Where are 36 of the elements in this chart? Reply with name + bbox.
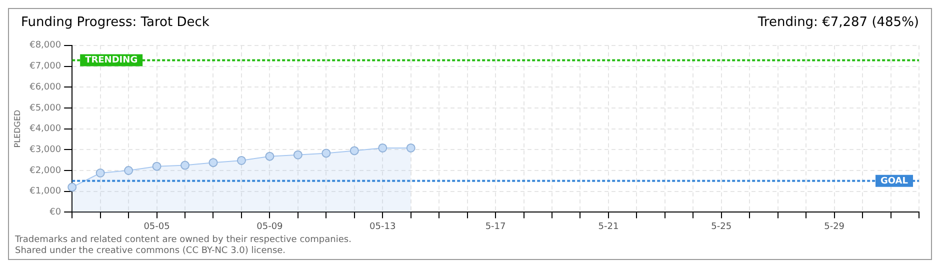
point xyxy=(322,148,331,158)
y-axis-title: PLEDGED xyxy=(12,110,22,148)
x-tick-label: 5-21 xyxy=(598,222,619,232)
text: Shared under the creative commons (CC BY-NC 3.0) license. xyxy=(15,246,287,257)
point xyxy=(406,143,416,152)
point xyxy=(152,162,162,171)
chart-subtitle: Trending: €7,287 (485%) xyxy=(758,15,919,32)
point xyxy=(68,182,77,192)
ref-line-label: GOAL xyxy=(880,176,908,186)
y-tick-label: €8,000 xyxy=(30,40,62,51)
text: Trademarks and related content are owned by their respective companies. xyxy=(15,235,352,246)
y-tick-label: €1,000 xyxy=(30,186,62,197)
point xyxy=(236,156,246,165)
point xyxy=(180,160,190,170)
y-tick-label: €6,000 xyxy=(30,82,62,92)
point xyxy=(350,146,359,156)
point xyxy=(96,168,105,178)
x-tick-label: 05-13 xyxy=(370,222,396,232)
x-tick-label: 5-25 xyxy=(711,222,732,232)
y-tick-label: €3,000 xyxy=(30,144,62,155)
point xyxy=(293,150,302,160)
y-tick-label: €5,000 xyxy=(30,103,62,114)
x-tick-label: 5-17 xyxy=(485,222,506,232)
point xyxy=(124,166,134,175)
chart-title: Funding Progress: Tarot Deck xyxy=(21,15,210,32)
y-tick-label: €7,000 xyxy=(30,62,62,72)
point xyxy=(208,158,218,168)
point xyxy=(265,152,274,161)
ref-line-label: TRENDING xyxy=(85,56,138,66)
x-tick-label: 05-05 xyxy=(144,222,170,232)
y-tick-label: €2,000 xyxy=(30,166,62,176)
x-tick-label: 5-29 xyxy=(824,222,845,232)
point xyxy=(378,143,388,152)
x-tick-label: 05-09 xyxy=(256,222,284,232)
y-tick-label: €4,000 xyxy=(30,124,62,134)
y-tick-label: €0 xyxy=(50,208,62,218)
